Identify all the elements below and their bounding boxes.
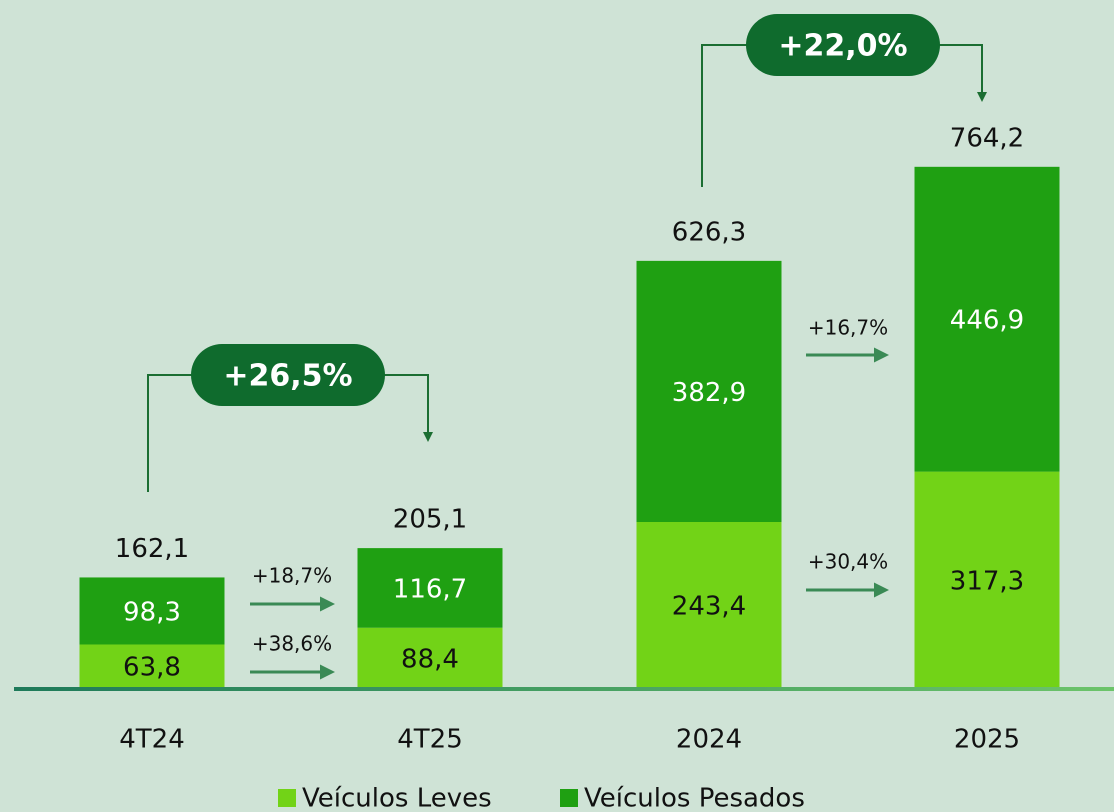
value-label: 382,9 <box>672 378 746 408</box>
bar-segment <box>357 548 503 628</box>
value-label: 317,3 <box>950 566 1024 596</box>
bar-segment <box>357 627 503 688</box>
pill <box>191 344 385 406</box>
total-label: 162,1 <box>115 534 189 564</box>
total-label: 626,3 <box>672 217 746 247</box>
value-label: 98,3 <box>123 597 181 627</box>
legend-swatch <box>278 789 296 807</box>
x-tick-label: 4T25 <box>397 725 463 755</box>
x-axis <box>14 687 1114 691</box>
value-label: 243,4 <box>672 592 746 622</box>
bar-segment <box>914 471 1060 688</box>
bar-segment <box>636 522 782 688</box>
growth-label: +18,7% <box>252 564 332 588</box>
value-label: 446,9 <box>950 306 1024 336</box>
value-label: 88,4 <box>401 644 459 674</box>
legend-label: Veículos Leves <box>302 784 492 812</box>
x-tick-label: 4T24 <box>119 725 185 755</box>
pill-label: +26,5% <box>223 359 352 394</box>
total-label: 205,1 <box>393 505 467 535</box>
growth-label: +16,7% <box>808 316 888 340</box>
bar-segment <box>79 644 225 688</box>
bar-segment <box>79 577 225 645</box>
pill-label: +22,0% <box>778 29 907 64</box>
growth-label: +38,6% <box>252 632 332 656</box>
growth-label: +30,4% <box>808 550 888 574</box>
value-label: 63,8 <box>123 653 181 683</box>
bar-segment <box>636 260 782 523</box>
pill <box>746 14 940 76</box>
bar-segment <box>914 166 1060 472</box>
value-label: 116,7 <box>393 574 467 604</box>
x-tick-label: 2025 <box>954 725 1020 755</box>
x-tick-label: 2024 <box>676 725 742 755</box>
legend-label: Veículos Pesados <box>584 784 805 812</box>
total-label: 764,2 <box>950 123 1024 153</box>
legend-swatch <box>560 789 578 807</box>
